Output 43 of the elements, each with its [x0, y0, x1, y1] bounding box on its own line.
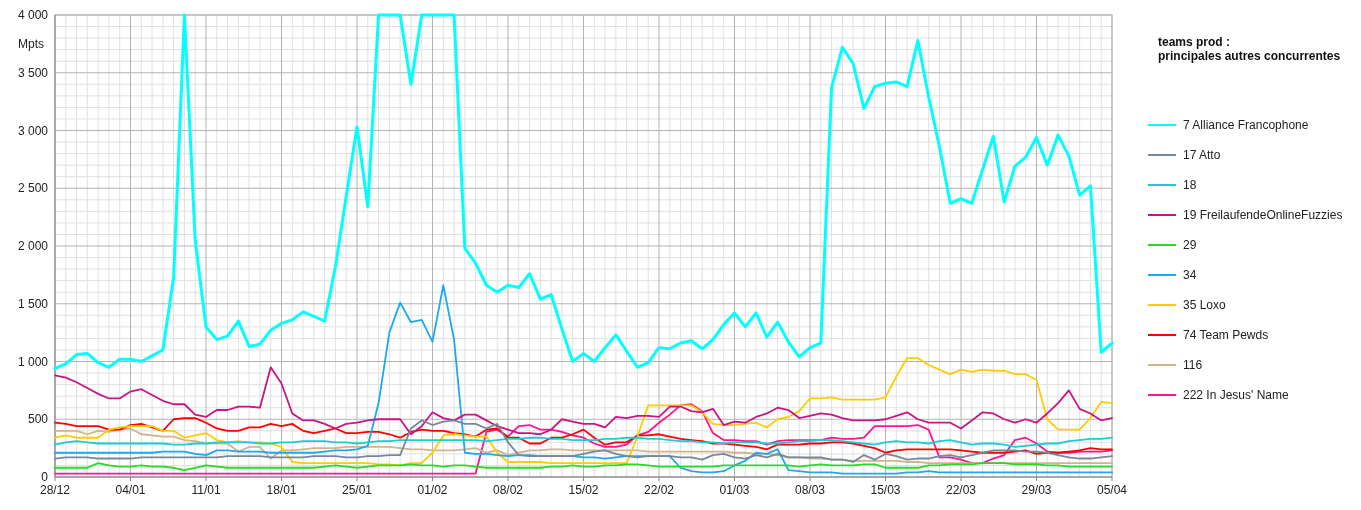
y-tick-label: 4 000 — [17, 8, 49, 23]
x-tick-label: 08/02 — [492, 483, 524, 497]
x-tick-label: 01/02 — [417, 483, 448, 497]
x-tick-label: 11/01 — [191, 483, 221, 497]
y-tick-label: 3 500 — [17, 65, 49, 80]
x-tick-label: 18/01 — [266, 483, 297, 497]
y-tick-label: 2 000 — [17, 239, 49, 254]
y-tick-label: 2 500 — [17, 181, 49, 196]
line-series — [54, 462, 1113, 471]
y-tick-label: 500 — [27, 412, 49, 427]
line-series — [54, 436, 1113, 448]
y-tick-label: 1 000 — [17, 354, 49, 369]
x-tick-label: 28/12 — [39, 483, 71, 497]
legend-title: teams prod : principales autres concurrentes — [1158, 35, 1341, 63]
y-tick-label: 1 500 — [17, 296, 49, 311]
x-tick-label: 15/03 — [870, 483, 901, 497]
x-tick-label: 22/02 — [643, 483, 675, 497]
legend-label: 222 In Jesus' Name — [1183, 388, 1290, 403]
legend-label: 7 Alliance Francophone — [1183, 118, 1309, 133]
legend-label: 29 — [1183, 238, 1197, 253]
line-series — [54, 419, 1113, 463]
legend-label: 34 — [1183, 268, 1197, 283]
x-tick-label: 25/01 — [341, 483, 373, 497]
legend-label: 116 — [1183, 358, 1203, 373]
legend-label: 17 Atto — [1183, 148, 1221, 163]
x-tick-label: 29/03 — [1021, 483, 1052, 497]
y-tick-label: 3 000 — [17, 123, 49, 138]
legend-label: 35 Loxo — [1183, 298, 1227, 313]
x-tick-label: 04/01 — [115, 483, 146, 497]
x-tick-label: 08/03 — [794, 483, 826, 497]
line-series — [54, 366, 1113, 436]
x-tick-label: 01/03 — [719, 483, 750, 497]
line-series — [54, 417, 1113, 455]
legend-label: 18 — [1183, 178, 1197, 193]
x-tick-label: 15/02 — [568, 483, 599, 497]
x-tick-label: 05/04 — [1096, 483, 1128, 497]
line-series — [54, 357, 1113, 467]
y-tick-label: 0 — [41, 470, 49, 485]
y-axis-title: Mpts — [18, 37, 45, 51]
legend-label: 74 Team Pewds — [1183, 328, 1269, 343]
legend-label: 19 FreilaufendeOnlineFuzzies — [1183, 208, 1343, 223]
line-series — [54, 427, 1113, 465]
x-tick-label: 22/03 — [945, 483, 977, 497]
